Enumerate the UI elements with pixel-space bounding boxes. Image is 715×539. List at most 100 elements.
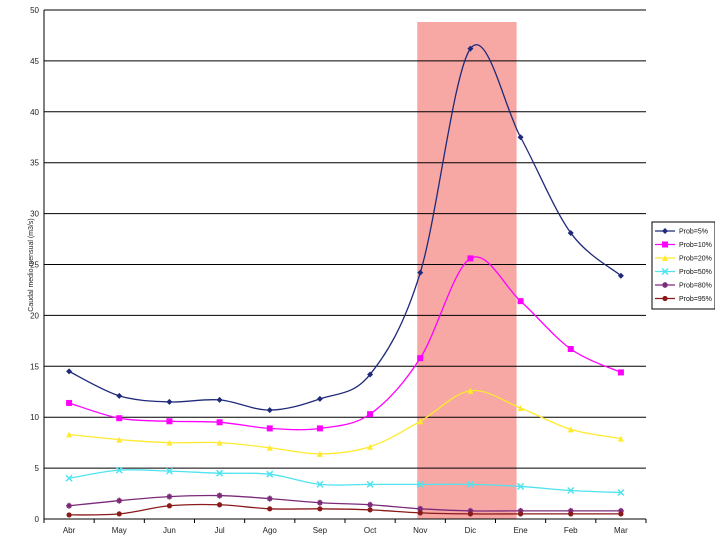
series-3 [66,387,624,457]
data-point [466,480,474,488]
data-point [66,431,73,438]
y-tick-label: 15 [30,362,39,371]
data-point [267,506,273,512]
data-point [66,512,72,518]
series-6 [66,502,624,518]
data-point [66,368,73,375]
data-point [617,369,624,376]
data-point [467,255,474,262]
data-point [116,511,122,517]
x-tick-label: Jun [163,526,176,535]
data-point [567,486,575,495]
data-point [216,492,223,499]
data-point [266,444,273,451]
legend-label: Prob=5% [679,229,708,236]
data-point [618,511,624,517]
data-point [115,466,123,474]
data-point [316,425,323,432]
x-tick-label: Mar [614,526,628,535]
x-tick-label: May [112,526,127,535]
series-4 [65,466,625,497]
legend-marker [662,295,668,302]
data-point [216,469,224,477]
y-tick-label: 45 [30,57,39,66]
data-point [366,480,374,488]
x-tick-label: Sep [313,526,328,535]
data-point [166,418,173,425]
data-point [617,435,624,442]
x-tick-label: Dic [465,526,477,535]
data-point [467,45,474,52]
data-point [467,387,474,394]
y-tick-label: 50 [30,6,39,15]
legend-label: Prob=95% [679,296,712,303]
y-tick-label: 30 [30,210,39,219]
x-tick-label: Nov [413,526,427,535]
legend-marker [662,241,668,248]
data-point [216,439,223,446]
data-point [316,450,323,457]
x-tick-label: Ago [263,526,278,535]
legend-marker [662,282,668,288]
data-point [166,439,173,446]
data-point [567,229,574,236]
legend-label: Prob=20% [679,256,712,263]
y-tick-label: 25 [30,261,39,270]
series-line [69,503,621,516]
data-point [617,272,624,279]
data-point [417,269,424,276]
legend-label: Prob=10% [679,242,712,249]
series-line [68,44,622,411]
data-point [417,355,424,362]
data-point [166,503,173,509]
data-point [367,411,374,418]
data-point [367,371,374,378]
data-point [316,395,323,402]
data-point [266,470,274,478]
legend-label: Prob=50% [679,269,712,276]
data-point [467,507,474,514]
data-point [417,510,423,516]
series-line [69,389,622,455]
legend-marker [662,255,668,261]
data-point [517,511,524,517]
data-point [517,482,525,490]
data-point [517,134,524,141]
series-5 [66,492,624,514]
y-tick-label: 10 [30,413,39,422]
legend-marker [661,267,669,276]
x-tick-label: Oct [364,526,377,535]
data-point [567,507,574,514]
data-point [166,493,173,500]
data-point [66,502,73,509]
data-point [617,489,625,497]
data-point [316,499,323,506]
data-point [116,497,123,504]
data-point [367,443,374,450]
data-point [617,507,624,514]
data-point [517,405,524,412]
legend-box [651,221,715,310]
data-point [165,467,173,475]
y-axis-title: Caudal medio mensual (m3/s) [28,218,35,311]
legend-label: Prob=80% [679,283,712,290]
y-tick-label: 0 [35,515,40,524]
data-point [116,436,123,443]
data-point [567,426,574,433]
data-point [568,511,574,517]
y-tick-label: 35 [30,159,39,168]
series-line [69,494,621,512]
data-point [266,425,273,432]
data-point [517,507,524,514]
data-point [317,506,323,512]
data-point [367,501,374,508]
data-point [166,398,173,405]
data-point [116,392,123,399]
x-tick-label: Abr [63,526,76,535]
data-point [66,399,73,406]
y-tick-label: 20 [30,311,39,320]
data-point [216,419,223,426]
data-point [417,505,424,512]
data-point [116,415,123,422]
